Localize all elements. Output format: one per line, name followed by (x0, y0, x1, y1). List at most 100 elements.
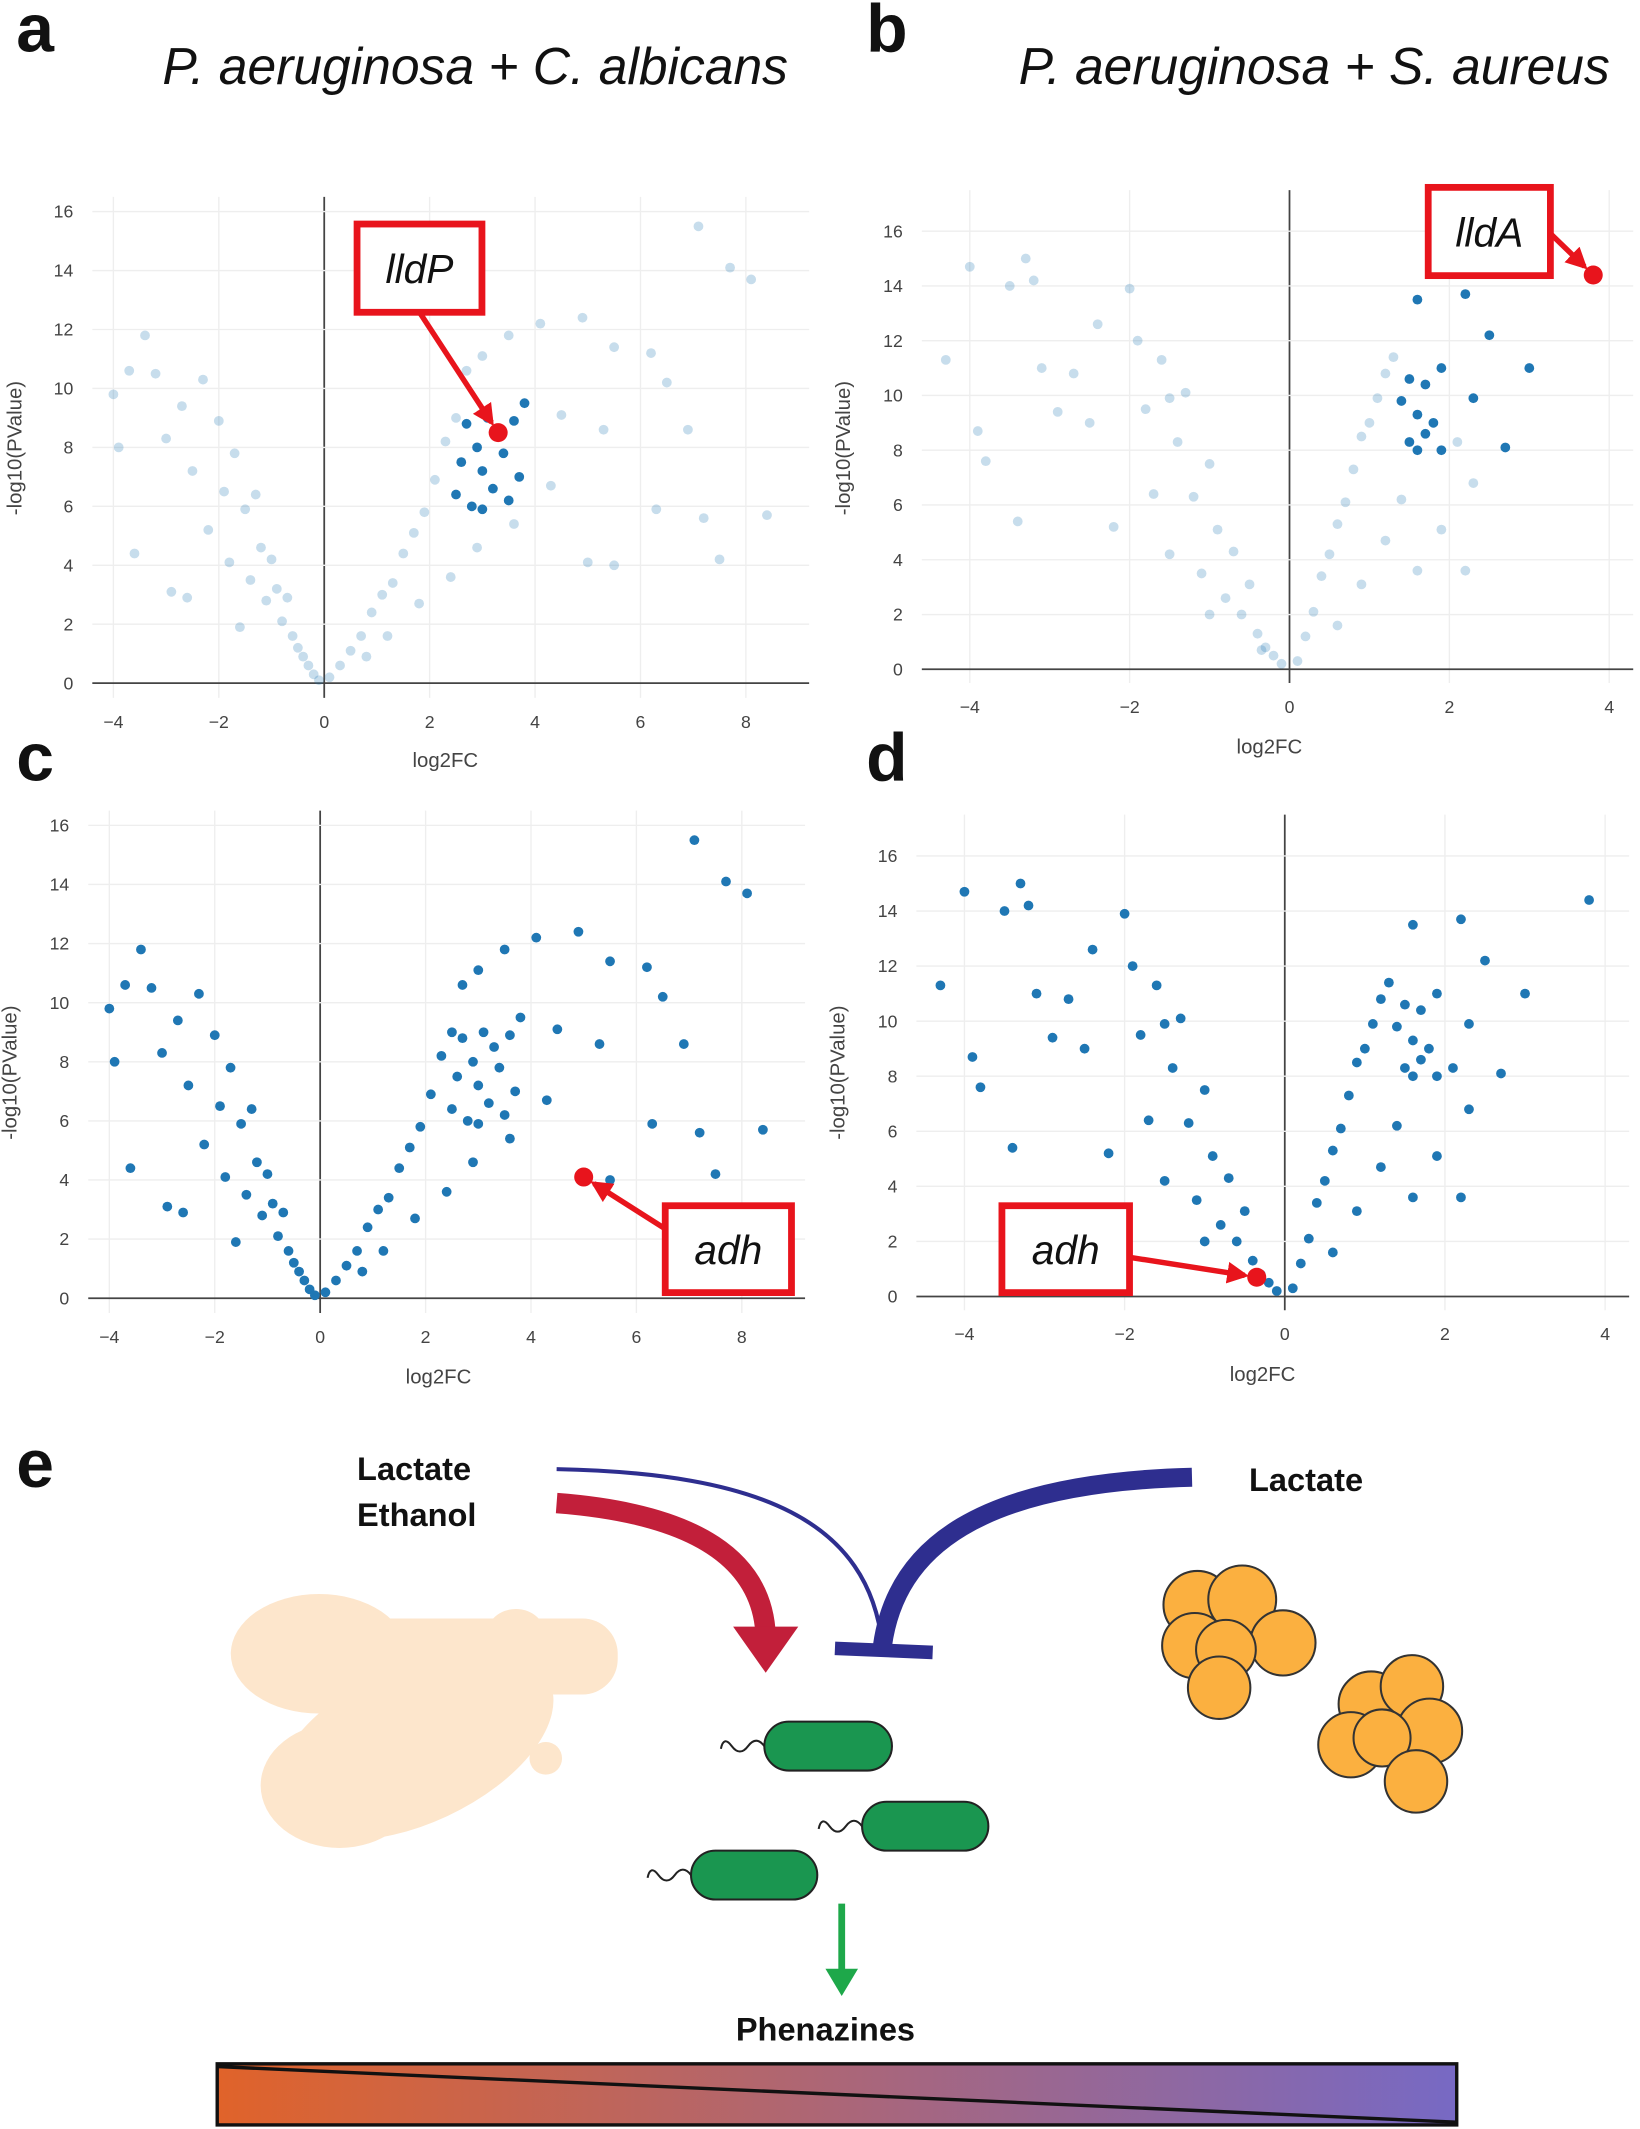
y-tick-label: 10 (50, 993, 70, 1013)
x-tick-label: 4 (1604, 697, 1614, 717)
point (1256, 645, 1267, 655)
x-tick-label: −2 (1115, 1324, 1135, 1344)
point (1332, 620, 1343, 631)
point (1239, 1206, 1250, 1217)
point (1220, 593, 1231, 603)
point (1207, 1151, 1218, 1161)
point (1343, 1090, 1354, 1101)
point (129, 548, 140, 559)
x-tick-label: 2 (1440, 1324, 1450, 1344)
point (473, 965, 484, 976)
point (721, 876, 731, 887)
point (935, 980, 946, 991)
point (445, 572, 456, 582)
point (373, 1204, 384, 1215)
point (150, 368, 161, 379)
point (1164, 393, 1175, 404)
x-tick-label: −2 (209, 712, 229, 732)
y-tick-label: 4 (63, 555, 73, 575)
x-tick-label: 2 (421, 1327, 431, 1347)
y-tick-label: 14 (50, 875, 70, 895)
y-tick-label: 6 (888, 1121, 898, 1141)
point (609, 560, 620, 571)
point (509, 415, 519, 426)
x-tick-label: 8 (741, 712, 751, 732)
point (1212, 524, 1223, 535)
point (472, 442, 482, 453)
point (352, 1246, 362, 1256)
point (125, 1163, 136, 1174)
point (514, 471, 525, 482)
point (1456, 1192, 1466, 1203)
point (1335, 1123, 1346, 1134)
x-tick-label: 6 (631, 1327, 641, 1347)
point (1500, 442, 1511, 453)
point (725, 262, 735, 273)
point (1464, 1104, 1474, 1115)
point (273, 1231, 283, 1242)
point (1036, 363, 1047, 373)
point (1432, 988, 1442, 999)
point (1460, 565, 1471, 576)
point (1079, 1043, 1090, 1054)
y-tick-label: 8 (63, 437, 73, 457)
point (377, 589, 388, 600)
point (1199, 1085, 1210, 1095)
point (541, 1095, 552, 1106)
point (1148, 489, 1159, 499)
point (1480, 955, 1490, 966)
point (1231, 1236, 1242, 1247)
point (742, 888, 752, 899)
x-tick-label: −2 (1120, 697, 1140, 717)
point (1416, 1054, 1426, 1065)
y-tick-label: 6 (59, 1111, 69, 1131)
point (1012, 516, 1023, 527)
point (651, 504, 662, 515)
y-tick-label: 4 (888, 1176, 898, 1196)
point (1412, 409, 1423, 420)
point (1496, 1068, 1506, 1079)
point (609, 342, 620, 353)
annotation-arrow (1129, 1254, 1249, 1284)
point (1295, 1258, 1306, 1269)
point (430, 474, 440, 485)
point (1068, 368, 1079, 379)
y-tick-label: 2 (888, 1232, 898, 1252)
point (1436, 524, 1447, 535)
point (299, 1275, 310, 1286)
point (1156, 354, 1167, 365)
point (473, 1118, 484, 1129)
x-tick-label: 0 (1280, 1324, 1290, 1344)
point (1436, 445, 1447, 456)
y-tick-label: 0 (63, 673, 73, 693)
y-tick-label: 12 (50, 934, 70, 954)
point (661, 377, 672, 388)
point (1204, 609, 1215, 620)
point (1408, 1192, 1418, 1203)
point (1236, 609, 1247, 620)
point (262, 1169, 273, 1179)
point (104, 1003, 115, 1014)
point (1359, 1043, 1370, 1054)
x-tick-label: 0 (315, 1327, 325, 1347)
point (1164, 549, 1175, 560)
point (1132, 335, 1143, 346)
point (647, 1118, 658, 1129)
point (1247, 1255, 1258, 1266)
point (1215, 1220, 1226, 1230)
x-tick-label: −4 (960, 697, 980, 717)
point (113, 442, 124, 453)
label-lactate: Lactate (357, 1451, 471, 1487)
annotation-box (353, 220, 486, 316)
s-aureus (1161, 1564, 1464, 1814)
point (1432, 1071, 1442, 1082)
point (335, 660, 345, 671)
y-tick-label: 0 (888, 1287, 898, 1307)
point (556, 410, 567, 420)
point (1020, 253, 1031, 264)
point (278, 1207, 289, 1218)
y-tick-label: 6 (63, 496, 73, 516)
point (294, 1266, 304, 1277)
x-tick-label: −2 (205, 1327, 225, 1347)
point (1392, 1021, 1402, 1032)
